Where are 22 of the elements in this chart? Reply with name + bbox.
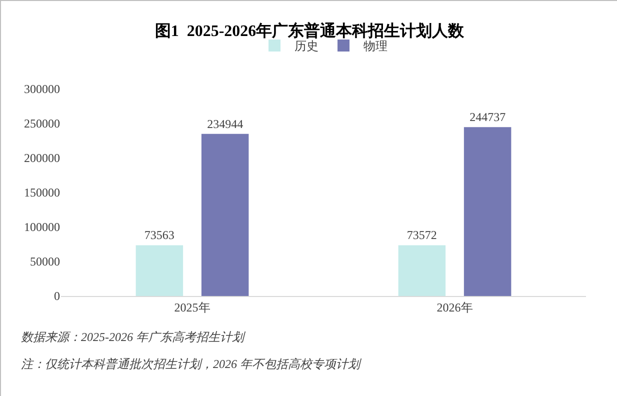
data-label: 73563 bbox=[144, 228, 174, 242]
legend-label: 物理 bbox=[364, 39, 388, 54]
data-label: 244737 bbox=[470, 110, 506, 124]
data-label: 73572 bbox=[406, 228, 437, 242]
y-tick-label: 50000 bbox=[30, 254, 60, 269]
legend-label: 历史 bbox=[294, 39, 318, 54]
x-tick-label: 2025年 bbox=[174, 300, 210, 314]
y-tick-label: 250000 bbox=[24, 116, 60, 131]
bar bbox=[398, 245, 446, 296]
data-label: 234944 bbox=[207, 116, 244, 131]
bar bbox=[136, 245, 184, 296]
y-tick-label: 100000 bbox=[24, 220, 60, 234]
text: 注：仅统计本科普通批次招生计划，2026 年不包括高校专项计划 bbox=[21, 357, 362, 371]
y-tick-label: 0 bbox=[54, 289, 60, 304]
source-note: 数据来源：2025-2026 年广东高考招生计划 bbox=[21, 330, 246, 344]
x-tick-label: 2026年 bbox=[436, 300, 473, 314]
y-tick-label: 150000 bbox=[24, 186, 60, 200]
y-tick-label: 200000 bbox=[24, 151, 60, 166]
chart-title: 图1 2025-2026年广东普通本科招生计划人数 bbox=[154, 20, 466, 40]
bar bbox=[464, 127, 512, 296]
y-tick-label: 300000 bbox=[24, 82, 60, 96]
bar bbox=[201, 134, 249, 296]
